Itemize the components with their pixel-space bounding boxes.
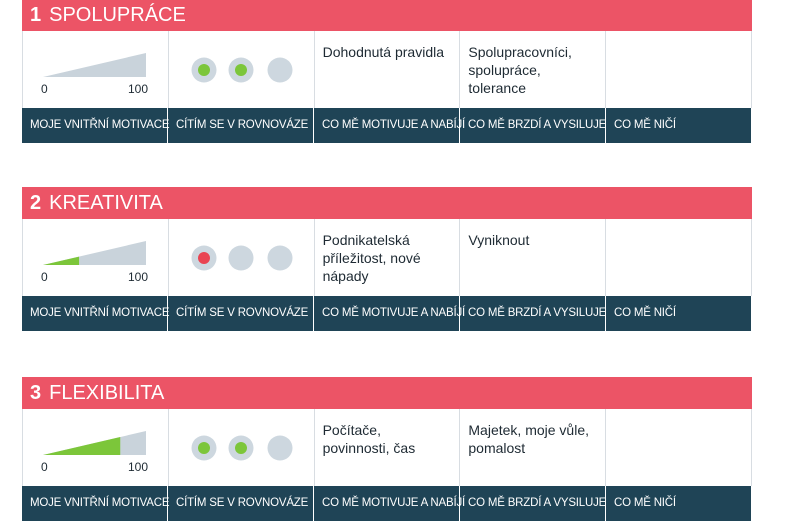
gauge: 0 100 bbox=[41, 241, 148, 284]
section-header: 3 FLEXIBILITA bbox=[22, 377, 752, 409]
balance-indicator bbox=[234, 64, 247, 76]
section-header: 1 SPOLUPRÁCE bbox=[22, 0, 752, 31]
hinders-text: Majetek, moje vůle, pomalost bbox=[460, 409, 607, 486]
gauge: 0 100 bbox=[41, 53, 148, 96]
balance-cell bbox=[169, 31, 315, 108]
section-row: 0 100 Podnikatelská příležitost, nové nápa… bbox=[22, 219, 752, 296]
gauge-fill bbox=[43, 437, 121, 455]
balance-cell bbox=[169, 409, 315, 486]
section-footer: MOJE VNITŘNÍ MOTIVACE CÍTÍM SE V ROVNOVÁZ… bbox=[22, 486, 752, 521]
column-label: CÍTÍM SE V ROVNOVÁZE bbox=[168, 108, 314, 143]
balance-indicator bbox=[197, 442, 210, 454]
motivates-text: Dohodnutá pravidla bbox=[315, 31, 461, 108]
section-title: KREATIVITA bbox=[49, 192, 163, 214]
section: 1 SPOLUPRÁCE 0 100 Dohodnutá pravidla Spolupr… bbox=[22, 0, 752, 143]
destroys-cell bbox=[606, 409, 752, 486]
column-label: MOJE VNITŘNÍ MOTIVACE bbox=[22, 296, 170, 331]
destroys-cell bbox=[606, 31, 752, 108]
column-label: MOJE VNITŘNÍ MOTIVACE bbox=[22, 108, 170, 143]
section-header: 2 KREATIVITA bbox=[22, 187, 752, 219]
balance-dot bbox=[267, 57, 293, 83]
section-number: 3 bbox=[30, 382, 42, 404]
column-label: CO MĚ MOTIVUJE A NABÍJÍ bbox=[314, 486, 465, 521]
gauge-cell: 0 100 bbox=[23, 31, 169, 108]
gauge-tick-label: 0 bbox=[41, 82, 48, 96]
section-footer: MOJE VNITŘNÍ MOTIVACE CÍTÍM SE V ROVNOVÁZ… bbox=[22, 108, 752, 143]
column-label: CO MĚ NIČÍ bbox=[606, 108, 752, 143]
motivates-text: Počítače, povinnosti, čas bbox=[315, 409, 461, 486]
section-title: SPOLUPRÁCE bbox=[49, 4, 186, 26]
column-label: CO MĚ MOTIVUJE A NABÍJÍ bbox=[314, 108, 465, 143]
gauge-fill bbox=[43, 256, 80, 265]
section: 2 KREATIVITA 0 100 Podnikatelská příležitost… bbox=[22, 187, 752, 331]
gauge-tick-label: 100 bbox=[128, 82, 148, 96]
gauge-cell: 0 100 bbox=[23, 219, 169, 296]
column-label: CO MĚ BRZDÍ A VYSILUJE bbox=[460, 486, 606, 521]
gauge-tick-label: 0 bbox=[41, 460, 48, 474]
hinders-text: Vyniknout bbox=[460, 219, 607, 296]
balance-cell bbox=[169, 219, 315, 296]
section: 3 FLEXIBILITA 0 100 Počítače, povinnosti, ča… bbox=[22, 377, 752, 521]
column-label: CO MĚ BRZDÍ A VYSILUJE bbox=[460, 296, 606, 331]
gauge-track bbox=[43, 241, 146, 265]
balance bbox=[191, 57, 293, 83]
balance-dot bbox=[228, 245, 254, 271]
column-label: CO MĚ MOTIVUJE A NABÍJÍ bbox=[314, 296, 465, 331]
column-label: MOJE VNITŘNÍ MOTIVACE bbox=[22, 486, 170, 521]
balance bbox=[191, 435, 293, 461]
section-number: 2 bbox=[30, 192, 42, 214]
hinders-text: Spolupracovníci, spolupráce, tolerance bbox=[460, 31, 607, 108]
balance-indicator bbox=[197, 252, 210, 264]
section-row: 0 100 Dohodnutá pravidla Spolupracovníci, s… bbox=[22, 31, 752, 108]
section-row: 0 100 Počítače, povinnosti, čas Majetek, mo… bbox=[22, 409, 752, 486]
balance-dot bbox=[267, 245, 293, 271]
section-title: FLEXIBILITA bbox=[49, 382, 165, 404]
section-footer: MOJE VNITŘNÍ MOTIVACE CÍTÍM SE V ROVNOVÁZ… bbox=[22, 296, 752, 331]
balance-dot bbox=[267, 435, 293, 461]
balance-indicator bbox=[197, 64, 210, 76]
balance-indicator bbox=[234, 442, 247, 454]
column-label: CO MĚ NIČÍ bbox=[606, 486, 752, 521]
gauge: 0 100 bbox=[41, 431, 148, 474]
motivates-text: Podnikatelská příležitost, nové nápady bbox=[315, 219, 461, 296]
column-label: CO MĚ NIČÍ bbox=[606, 296, 752, 331]
balance bbox=[191, 245, 293, 271]
section-number: 1 bbox=[30, 4, 42, 26]
gauge-tick-label: 100 bbox=[128, 270, 148, 284]
gauge-tick-label: 0 bbox=[41, 270, 48, 284]
column-label: CÍTÍM SE V ROVNOVÁZE bbox=[168, 486, 314, 521]
column-label: CÍTÍM SE V ROVNOVÁZE bbox=[168, 296, 314, 331]
destroys-cell bbox=[606, 219, 752, 296]
gauge-tick-label: 100 bbox=[128, 460, 148, 474]
gauge-cell: 0 100 bbox=[23, 409, 169, 486]
column-label: CO MĚ BRZDÍ A VYSILUJE bbox=[460, 108, 606, 143]
gauge-track bbox=[43, 53, 146, 77]
